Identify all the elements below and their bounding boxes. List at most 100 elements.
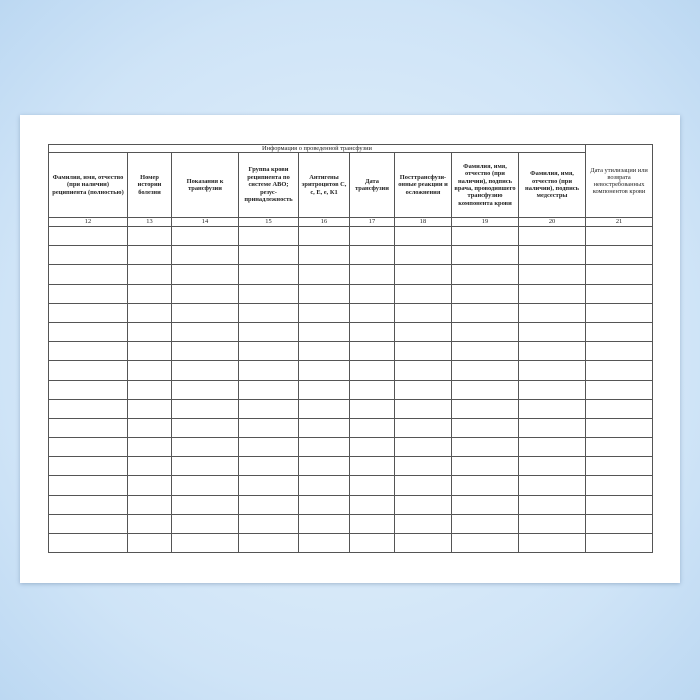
blank-row	[48, 264, 654, 285]
blank-cell	[127, 245, 172, 266]
blank-cell	[238, 264, 299, 285]
blank-cell	[451, 264, 519, 285]
blank-cell	[349, 283, 395, 304]
blank-cell	[298, 360, 350, 381]
blank-cell	[517, 437, 587, 458]
blank-cell	[171, 264, 239, 285]
blank-cell	[48, 513, 128, 535]
header-cell: Фамилия, имя, отчество (при наличии), по…	[517, 152, 587, 218]
blank-cell	[394, 302, 452, 323]
blank-cell	[127, 513, 172, 535]
header-cell: Антигены эритроцитов С, с, Е, е, К1	[298, 152, 350, 218]
blank-cell	[238, 302, 299, 323]
blank-cell	[585, 513, 654, 535]
blank-row	[48, 321, 654, 343]
column-number: 20	[517, 217, 587, 227]
blank-row	[48, 341, 654, 362]
blank-cell	[394, 225, 452, 247]
blank-cell	[298, 417, 350, 439]
header-cell: Группа крови реципиента по системе АВО; …	[238, 152, 299, 218]
blank-cell	[585, 321, 654, 343]
blank-cell	[48, 245, 128, 266]
blank-row	[48, 417, 654, 439]
blank-cell	[171, 513, 239, 535]
blank-cell	[585, 437, 654, 458]
blank-cell	[238, 283, 299, 304]
blank-cell	[171, 225, 239, 247]
blank-cell	[238, 225, 299, 247]
blank-cell	[171, 398, 239, 419]
blank-cell	[238, 532, 299, 554]
blank-cell	[517, 379, 587, 400]
blank-cell	[127, 437, 172, 458]
header-cell: Показания к трансфузии	[171, 152, 239, 218]
blank-row	[48, 225, 654, 247]
blank-cell	[451, 245, 519, 266]
blank-cell	[451, 532, 519, 554]
blank-cell	[394, 513, 452, 535]
blank-cell	[585, 283, 654, 304]
blank-cell	[349, 417, 395, 439]
blank-cell	[171, 417, 239, 439]
blank-cell	[349, 475, 395, 496]
blank-cell	[349, 302, 395, 323]
blank-cell	[48, 379, 128, 400]
blank-cell	[171, 360, 239, 381]
blank-cell	[48, 398, 128, 419]
blank-cell	[48, 494, 128, 515]
form-sheet: Информация о проведенной трансфузии Дата…	[20, 115, 680, 583]
blank-cell	[127, 225, 172, 247]
blank-cell	[349, 360, 395, 381]
column-number: 13	[127, 217, 172, 227]
blank-cell	[48, 475, 128, 496]
column-number: 18	[394, 217, 452, 227]
blank-cell	[517, 513, 587, 535]
blank-cell	[48, 532, 128, 554]
blank-cell	[127, 417, 172, 439]
blank-cell	[298, 321, 350, 343]
blank-cell	[238, 475, 299, 496]
blank-row	[48, 398, 654, 419]
blank-cell	[349, 456, 395, 477]
table-body: Информация о проведенной трансфузии Дата…	[47, 144, 654, 554]
blank-cell	[298, 283, 350, 304]
blank-cell	[127, 302, 172, 323]
blank-cell	[349, 341, 395, 362]
blank-row	[48, 475, 654, 496]
blank-cell	[238, 245, 299, 266]
blank-cell	[394, 264, 452, 285]
blank-cell	[48, 360, 128, 381]
blank-cell	[238, 398, 299, 419]
blank-cell	[298, 341, 350, 362]
blank-cell	[238, 321, 299, 343]
blank-cell	[585, 532, 654, 554]
blank-cell	[127, 398, 172, 419]
blank-cell	[394, 456, 452, 477]
blank-cell	[48, 264, 128, 285]
blank-cell	[585, 264, 654, 285]
column-number: 17	[349, 217, 395, 227]
blank-cell	[349, 513, 395, 535]
blank-cell	[517, 494, 587, 515]
blank-cell	[451, 321, 519, 343]
blank-cell	[394, 245, 452, 266]
blank-cell	[298, 437, 350, 458]
column-number: 19	[451, 217, 519, 227]
blank-cell	[517, 532, 587, 554]
blank-cell	[171, 341, 239, 362]
blank-cell	[585, 475, 654, 496]
blank-cell	[127, 532, 172, 554]
blank-cell	[127, 321, 172, 343]
blank-cell	[171, 283, 239, 304]
blank-cell	[517, 417, 587, 439]
blank-cell	[451, 341, 519, 362]
blank-cell	[451, 379, 519, 400]
column-number: 16	[298, 217, 350, 227]
blank-cell	[48, 437, 128, 458]
blank-cell	[517, 283, 587, 304]
header-cell: Фамилия, имя, отчество (при наличии) рец…	[48, 152, 128, 218]
blank-cell	[451, 225, 519, 247]
blank-row	[48, 379, 654, 400]
transfusion-table: Информация о проведенной трансфузии Дата…	[47, 144, 654, 554]
